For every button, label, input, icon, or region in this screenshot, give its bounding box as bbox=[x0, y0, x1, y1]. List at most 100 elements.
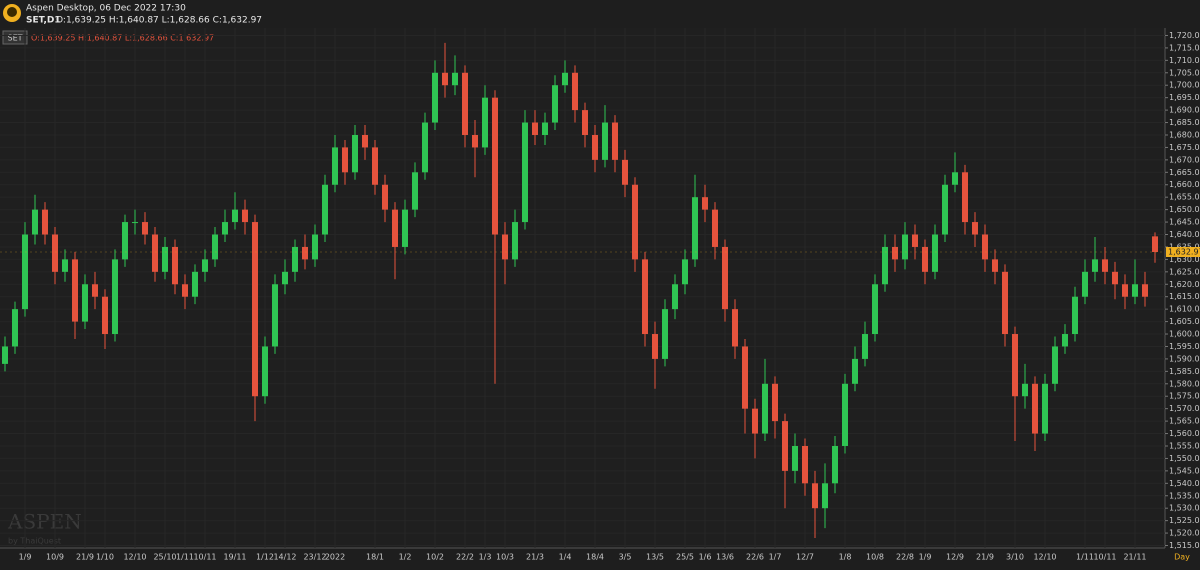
x-tick-label: 1/11 bbox=[176, 553, 194, 562]
candle-body bbox=[942, 184, 948, 235]
candle-body bbox=[442, 72, 448, 86]
candle-body bbox=[752, 408, 758, 434]
candle-body bbox=[372, 147, 378, 185]
last-price-label: 1,632.97 bbox=[1168, 247, 1200, 256]
candle-body bbox=[632, 184, 638, 260]
candle-body bbox=[102, 296, 108, 335]
candle-body bbox=[1002, 271, 1008, 335]
y-tick-label: 1,585.00 bbox=[1169, 367, 1200, 376]
candle-body bbox=[792, 445, 798, 471]
x-tick-label: 1/3 bbox=[479, 553, 492, 562]
x-tick-label: 12/9 bbox=[946, 553, 964, 562]
candle-body bbox=[972, 222, 978, 235]
x-tick-label: 10/8 bbox=[866, 553, 884, 562]
candle-body bbox=[762, 383, 768, 434]
x-tick-label: 21/9 bbox=[76, 553, 94, 562]
x-tick-label: 10/9 bbox=[46, 553, 64, 562]
candle-body bbox=[302, 246, 308, 260]
y-tick-label: 1,660.00 bbox=[1169, 180, 1200, 189]
y-tick-label: 1,595.00 bbox=[1169, 342, 1200, 351]
watermark-sub: by ThaiQuest bbox=[8, 537, 61, 546]
candle-body bbox=[1022, 383, 1028, 397]
candle-body bbox=[952, 172, 958, 185]
candle-body bbox=[1112, 271, 1118, 285]
x-tick-label: 18/4 bbox=[586, 553, 604, 562]
candle-body bbox=[782, 421, 788, 471]
candle-body bbox=[2, 346, 8, 364]
candle-body bbox=[842, 383, 848, 446]
candle-body bbox=[192, 271, 198, 297]
x-tick-label: 25/5 bbox=[676, 553, 694, 562]
candle-body bbox=[1092, 259, 1098, 272]
candle-body bbox=[712, 209, 718, 247]
candle-body bbox=[522, 122, 528, 223]
x-tick-label: 1/10 bbox=[96, 553, 114, 562]
x-tick-label: 25/10 bbox=[153, 553, 176, 562]
x-tick-label: 13/6 bbox=[716, 553, 734, 562]
candle-body bbox=[962, 172, 968, 223]
candle-body bbox=[1062, 334, 1068, 347]
candle-body bbox=[62, 259, 68, 272]
candle-body bbox=[462, 72, 468, 135]
app-title: Aspen Desktop, 06 Dec 2022 17:30 bbox=[26, 4, 186, 14]
candle-body bbox=[222, 222, 228, 235]
candle-body bbox=[252, 222, 258, 397]
y-tick-label: 1,705.00 bbox=[1169, 68, 1200, 77]
symbol-box bbox=[2, 30, 28, 45]
candle-body bbox=[1042, 383, 1048, 434]
candle-body bbox=[612, 122, 618, 160]
candle-body bbox=[242, 209, 248, 223]
y-tick-label: 1,545.00 bbox=[1169, 466, 1200, 475]
candle-body bbox=[422, 122, 428, 173]
y-tick-label: 1,590.00 bbox=[1169, 354, 1200, 363]
y-tick-label: 1,640.00 bbox=[1169, 230, 1200, 239]
y-tick-label: 1,690.00 bbox=[1169, 106, 1200, 115]
x-tick-label: 1/7 bbox=[769, 553, 782, 562]
y-tick-label: 1,675.00 bbox=[1169, 143, 1200, 152]
x-tick-label: 10/2 bbox=[426, 553, 444, 562]
candle-body bbox=[1072, 296, 1078, 335]
candle-body bbox=[332, 147, 338, 185]
candle-body bbox=[432, 72, 438, 123]
candle-body bbox=[1032, 383, 1038, 434]
candle-body bbox=[212, 234, 218, 260]
x-tick-label: 21/9 bbox=[976, 553, 994, 562]
candle-body bbox=[822, 483, 828, 509]
y-tick-label: 1,580.00 bbox=[1169, 379, 1200, 388]
app-icon-inner bbox=[7, 7, 17, 17]
candle-body bbox=[1012, 334, 1018, 397]
symbol-label: SET bbox=[7, 34, 22, 43]
x-tick-label: 22/8 bbox=[896, 553, 914, 562]
y-tick-label: 1,520.00 bbox=[1169, 529, 1200, 538]
x-tick-label: 10/3 bbox=[496, 553, 514, 562]
candle-body bbox=[122, 222, 128, 260]
candle-body bbox=[592, 134, 598, 160]
candle-body bbox=[412, 172, 418, 210]
candle-body bbox=[1102, 259, 1108, 272]
candle-body bbox=[992, 259, 998, 272]
legend-ohlc: O:1,639.25 H:1,640.87 L:1,628.66 C:1,632… bbox=[31, 34, 214, 43]
candle-body bbox=[922, 246, 928, 272]
candle-body bbox=[512, 222, 518, 260]
x-tick-label: 18/1 bbox=[366, 553, 384, 562]
y-tick-label: 1,655.00 bbox=[1169, 193, 1200, 202]
candle-body bbox=[262, 346, 268, 397]
candle-body bbox=[682, 259, 688, 285]
candle-body bbox=[862, 334, 868, 359]
y-tick-label: 1,605.00 bbox=[1169, 317, 1200, 326]
candle-body bbox=[12, 309, 18, 347]
candle-body bbox=[982, 234, 988, 260]
y-tick-label: 1,670.00 bbox=[1169, 155, 1200, 164]
candle-body bbox=[352, 134, 358, 173]
candle-body bbox=[452, 72, 458, 86]
candle-body bbox=[42, 209, 48, 235]
candle-body bbox=[382, 184, 388, 210]
candle-body bbox=[282, 271, 288, 285]
symbol: SET,D1 bbox=[26, 16, 61, 26]
candle-body bbox=[182, 284, 188, 297]
candle-body bbox=[32, 209, 38, 235]
x-tick-label: 12/10 bbox=[123, 553, 146, 562]
candle-body bbox=[672, 284, 678, 310]
watermark: ASPEN bbox=[7, 510, 82, 534]
